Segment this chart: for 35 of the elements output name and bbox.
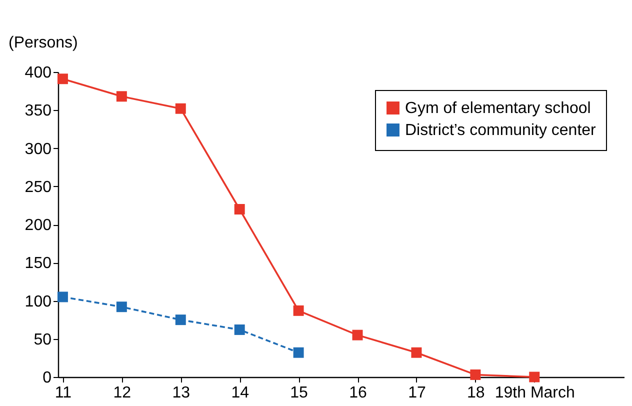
point bbox=[352, 330, 363, 340]
y-tick-label: 400 bbox=[24, 64, 52, 82]
y-axis-title: (Persons) bbox=[8, 34, 78, 52]
point bbox=[234, 324, 245, 335]
y-tick-label: 100 bbox=[24, 293, 52, 310]
point bbox=[116, 91, 127, 102]
y-tick-label: 0 bbox=[42, 370, 52, 386]
point bbox=[175, 314, 186, 326]
y-tick-label: 200 bbox=[24, 217, 52, 234]
point bbox=[293, 305, 304, 316]
x-tick-label: 15 bbox=[290, 384, 308, 402]
point bbox=[293, 347, 304, 358]
point bbox=[57, 74, 68, 84]
point bbox=[411, 347, 422, 358]
y-tick-label: 150 bbox=[24, 255, 52, 272]
y-tick-label: 300 bbox=[24, 140, 52, 158]
point bbox=[175, 103, 186, 114]
x-tick-label: 16 bbox=[349, 384, 368, 402]
legend-label: Gym of elementary school bbox=[405, 100, 591, 117]
point bbox=[57, 292, 68, 302]
x-tick-label: 18 bbox=[467, 384, 485, 402]
y-tick-label: 250 bbox=[24, 178, 52, 196]
x-tick-label: 11 bbox=[54, 384, 72, 402]
x-tick-label: 13 bbox=[172, 384, 190, 402]
x-tick-label: 17 bbox=[408, 384, 426, 402]
point bbox=[116, 302, 127, 312]
x-tick-label: 14 bbox=[231, 384, 250, 402]
legend-label: District’s community center bbox=[405, 122, 597, 139]
point bbox=[529, 372, 540, 382]
x-tick-label: 12 bbox=[113, 384, 132, 402]
point bbox=[470, 369, 481, 380]
x-tick-label: 19th March bbox=[494, 384, 575, 402]
point bbox=[234, 204, 245, 214]
y-tick-label: 50 bbox=[34, 331, 52, 348]
y-tick-label: 350 bbox=[24, 102, 52, 120]
